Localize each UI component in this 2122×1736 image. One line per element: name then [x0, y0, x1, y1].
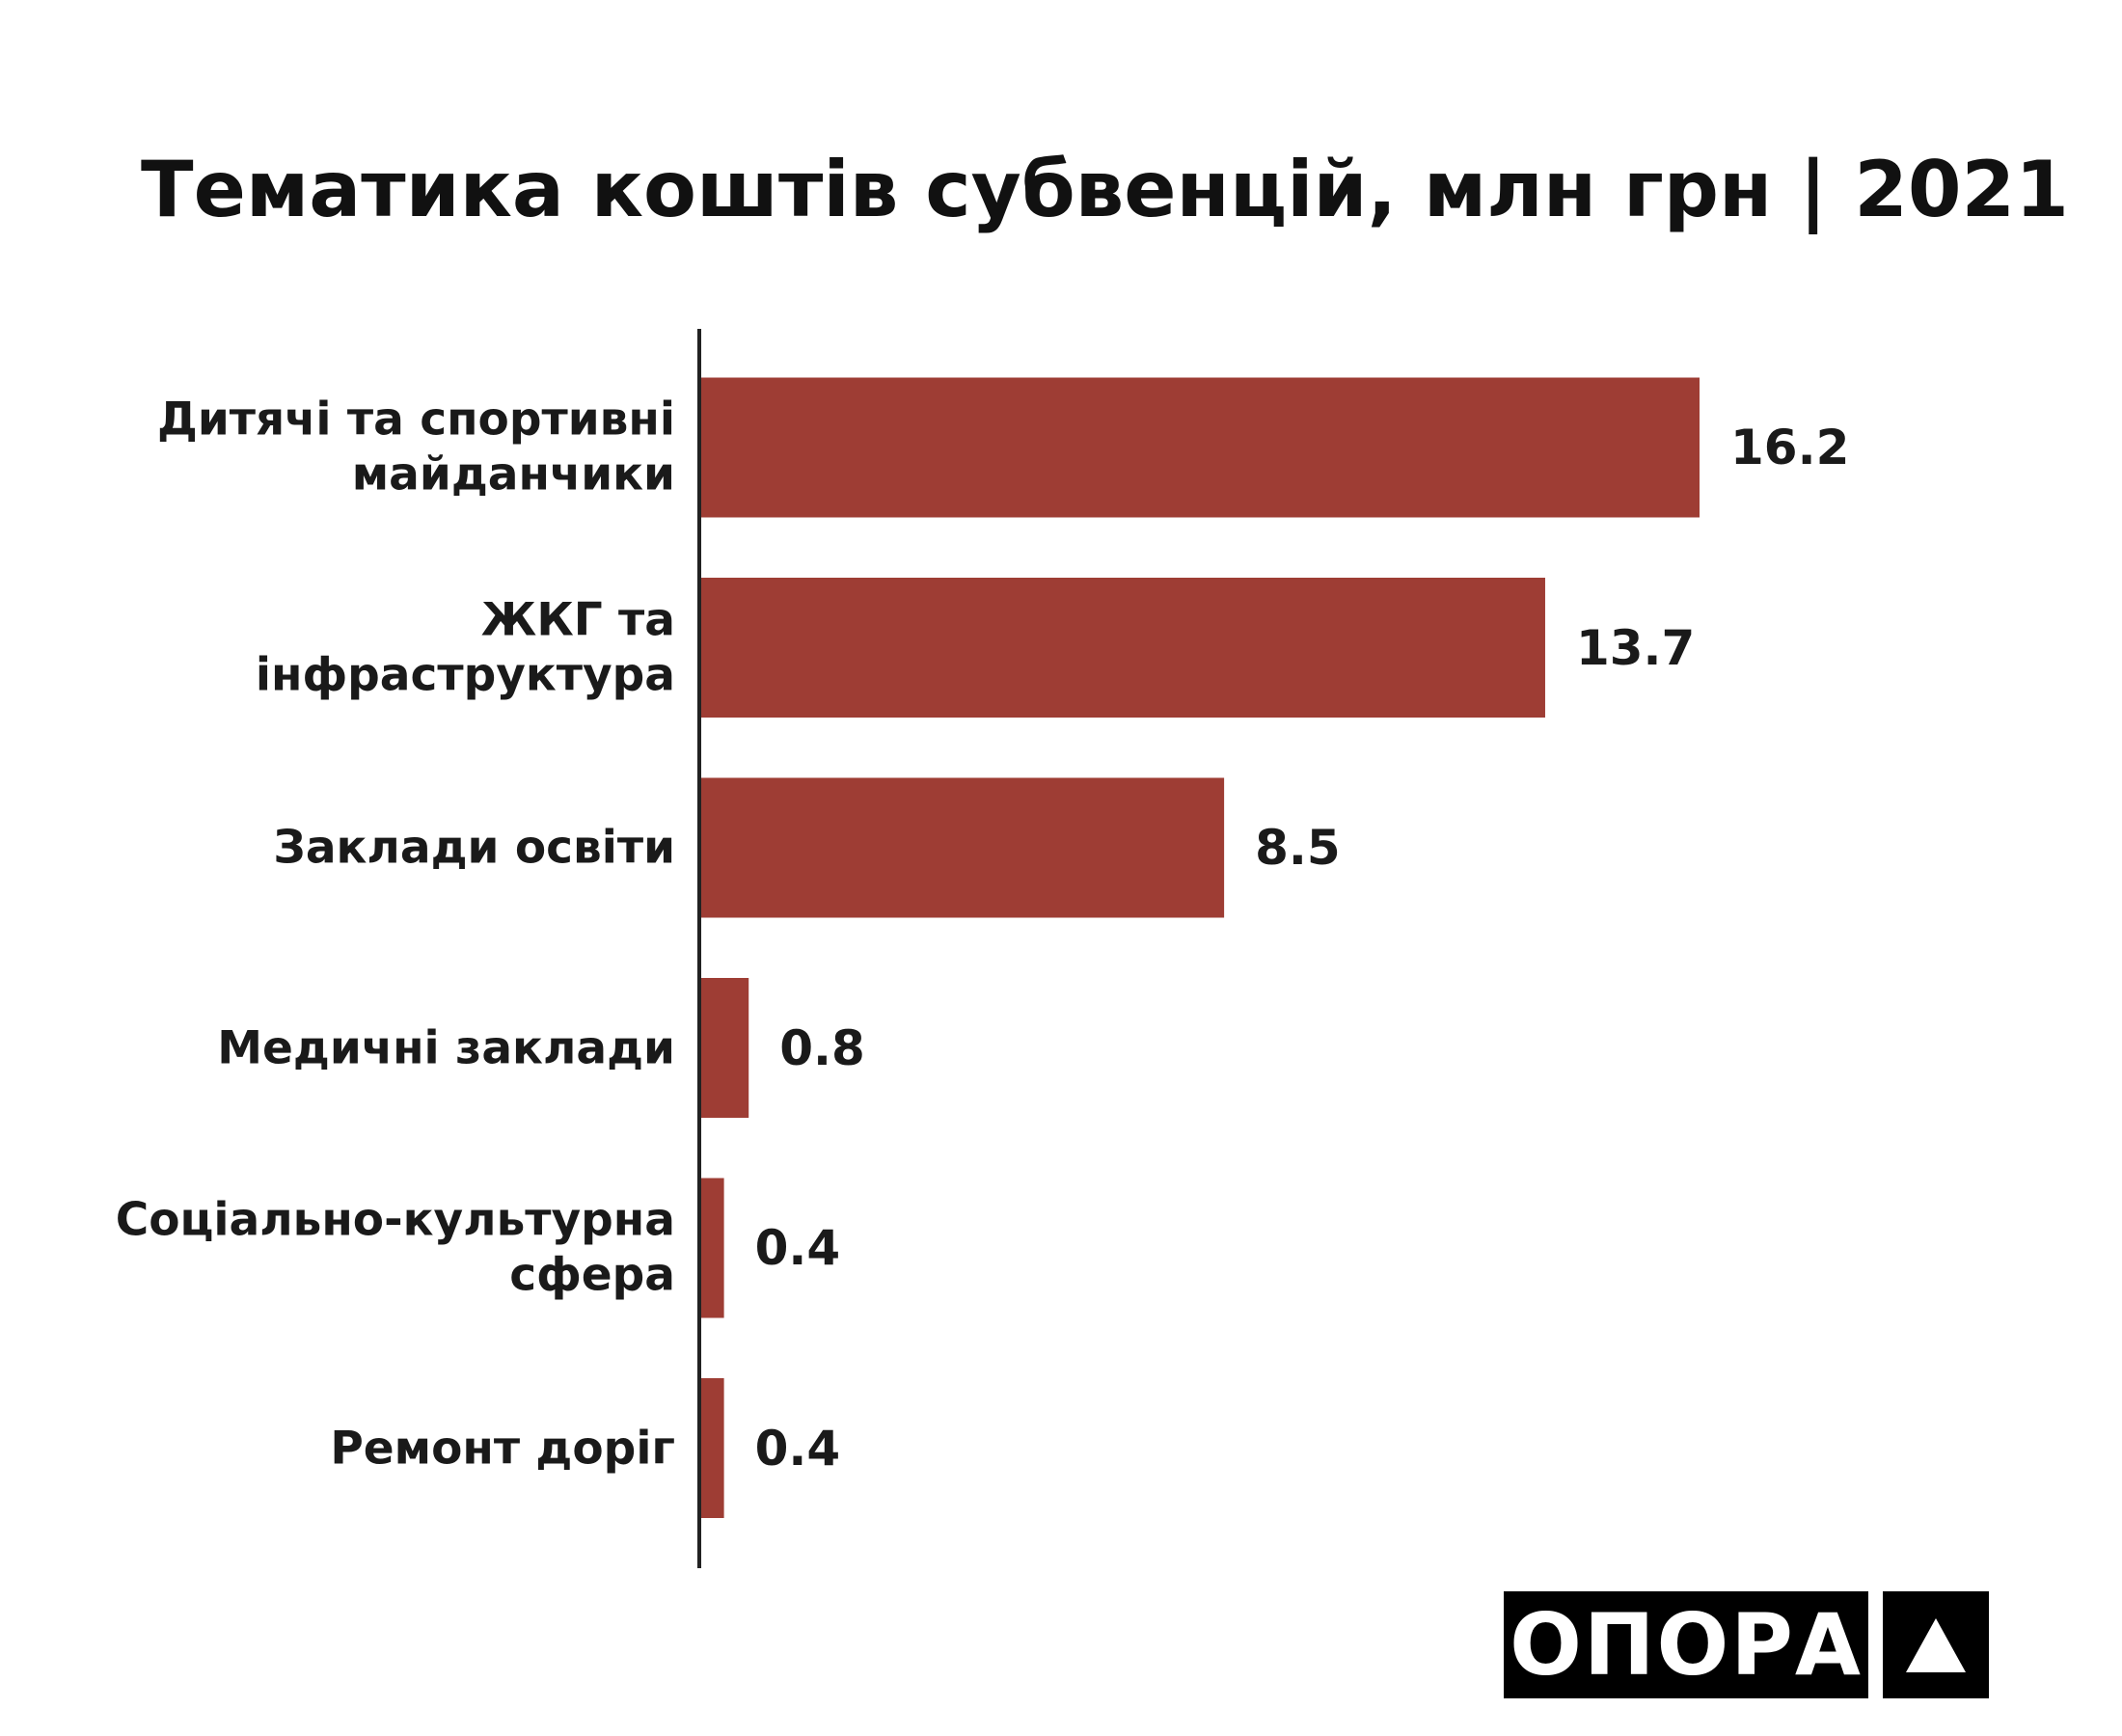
bar [699, 578, 1545, 718]
logo-triangle [1906, 1618, 1966, 1672]
bar [699, 1378, 724, 1518]
value-label: 13.7 [1575, 619, 1696, 676]
category-label: Дитячі та спортивні майданчики [156, 393, 675, 502]
value-label: 8.5 [1255, 820, 1341, 876]
category-label: Соціально-культурна сфера [115, 1193, 675, 1302]
value-label: 0.4 [754, 1220, 841, 1276]
bar [699, 978, 749, 1118]
category-label: Заклади освіти [273, 821, 675, 875]
category-label: Медичні заклади [217, 1020, 675, 1074]
logo: ОПОРА [1504, 1591, 1868, 1698]
value-label: 16.2 [1730, 420, 1850, 475]
bar [699, 1178, 724, 1318]
category-label: ЖКГ та інфраструктура [255, 593, 675, 702]
value-label: 0.8 [779, 1019, 865, 1076]
bar [699, 377, 1700, 518]
value-label: 0.4 [754, 1420, 841, 1477]
logo-icon [1883, 1591, 1989, 1698]
bar [699, 777, 1225, 918]
category-label: Ремонт доріг [330, 1421, 675, 1475]
chart-title: Тематика коштів субвенцій, млн грн | 202… [141, 145, 2069, 234]
